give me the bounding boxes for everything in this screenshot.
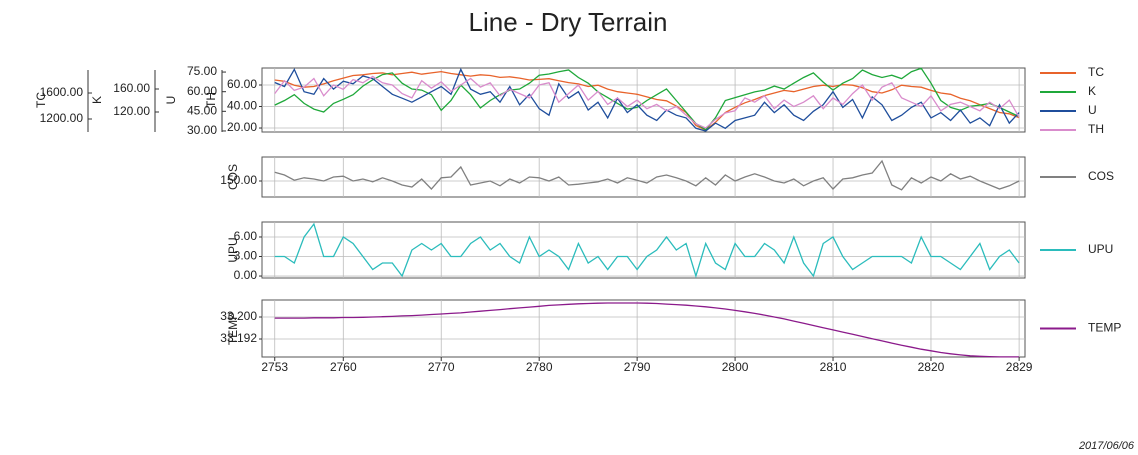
y-tick-label: 60.00 [227, 77, 257, 91]
y-tick-label: 160.00 [113, 81, 150, 95]
y-tick-label: 33.192 [220, 331, 257, 345]
plot-area [261, 67, 1026, 133]
y-tick-label: 60.00 [187, 84, 217, 98]
y-tick-label: 120.00 [113, 104, 150, 118]
legend-label: UPU [1088, 242, 1113, 256]
plot-area [261, 156, 1026, 198]
axis-label: TH [204, 92, 218, 108]
axis-label: TEMP [226, 312, 240, 345]
y-tick-label: 30.00 [187, 123, 217, 137]
legend-label: K [1088, 84, 1096, 98]
axis-label: TC [34, 92, 48, 108]
y-tick-label: 33.200 [220, 309, 257, 323]
series-line [274, 67, 1020, 132]
x-tick-label: 2790 [624, 360, 651, 374]
y-tick-label: 3.00 [234, 249, 258, 263]
x-tick-label: 2760 [330, 360, 357, 374]
y-tick-label: 20.00 [227, 120, 257, 134]
plot-area [261, 221, 1026, 279]
x-tick-label: 2800 [722, 360, 749, 374]
y-tick-label: 1600.00 [40, 85, 84, 99]
axis-label: U [164, 96, 178, 105]
y-tick-label: 75.00 [187, 64, 217, 78]
y-tick-label: 45.00 [187, 103, 217, 117]
x-tick-label: 2829 [1006, 360, 1033, 374]
axis-label: K [90, 96, 104, 104]
legend-label: U [1088, 103, 1097, 117]
legend-label: TC [1088, 65, 1104, 79]
y-tick-label: 1200.00 [40, 111, 84, 125]
series-line [274, 302, 1020, 358]
y-tick-label: 6.00 [234, 229, 258, 243]
plot-area [261, 299, 1026, 358]
x-tick-label: 2780 [526, 360, 553, 374]
x-tick-label: 2810 [820, 360, 847, 374]
x-tick-label: 2753 [261, 360, 288, 374]
series-line [274, 159, 1020, 191]
date: 2017/06/06 [1078, 440, 1135, 452]
x-tick-label: 2820 [918, 360, 945, 374]
legend-label: COS [1088, 169, 1114, 183]
axis-label: UPU [226, 237, 240, 262]
axis-label: COS [226, 164, 240, 190]
y-tick-label: 40.00 [227, 99, 257, 113]
series-line [274, 75, 1020, 129]
chart-title: Line - Dry Terrain [469, 7, 668, 37]
y-tick-label: 0.00 [234, 268, 258, 282]
series-line [274, 67, 1020, 131]
legend-label: TH [1088, 122, 1104, 136]
legend-label: TEMP [1088, 321, 1121, 335]
series-line [274, 222, 1020, 279]
y-tick-label: 150.00 [220, 173, 257, 187]
x-tick-label: 2770 [428, 360, 455, 374]
